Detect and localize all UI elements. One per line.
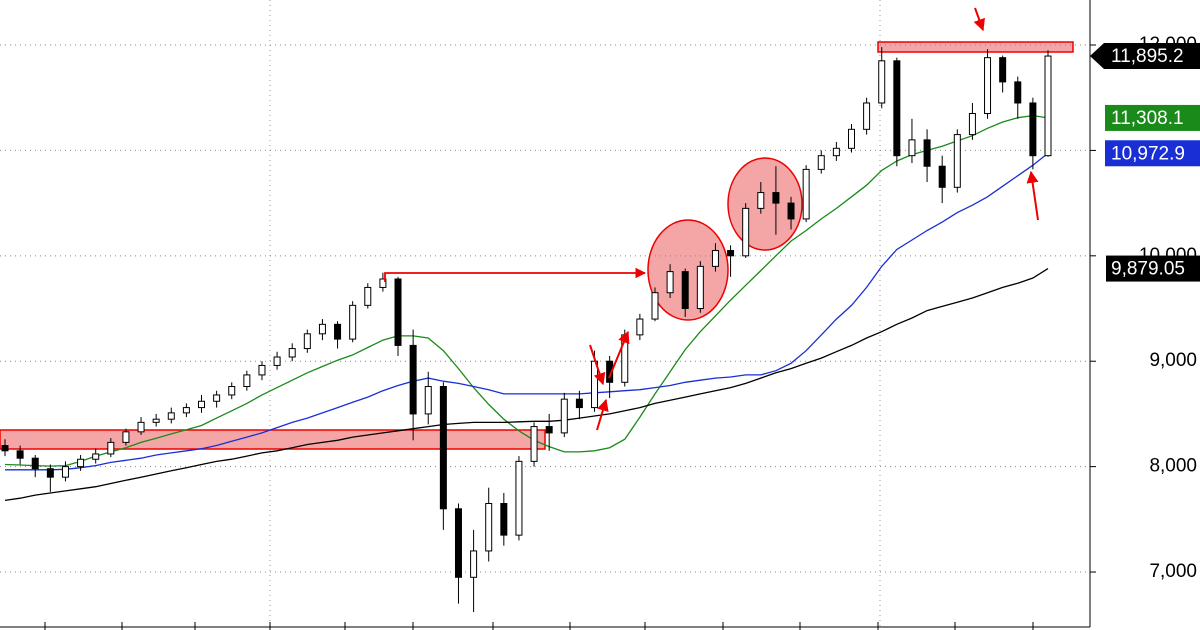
arrow [384,267,647,282]
arrow [608,330,630,379]
annotations-under [0,0,1090,627]
candle-body [832,147,840,157]
price-tag [1105,104,1200,131]
candle-body [16,450,24,459]
price-tag-label: 11,895.2 [1111,46,1184,67]
candle-body [984,57,992,115]
candle-body [500,503,508,536]
candle-body [772,192,780,204]
candle-body [137,421,145,433]
price-tag [1105,140,1200,167]
candle-body [651,292,659,320]
candle-body [1029,102,1037,157]
candle-body [530,426,538,462]
annotations-over [0,0,1091,630]
axis-labels: 7,0008,0009,00010,00011,00012,00011,895.… [1090,34,1200,582]
candle-body [681,271,689,310]
candle-body [560,398,568,434]
candle-body [938,165,946,188]
candle-body [817,155,825,170]
candle-body [288,348,296,358]
moving-average-line [5,152,1049,471]
candle-body [953,134,961,188]
candle-body [228,386,236,396]
candle-body [439,386,447,510]
moving-average-line [4,268,1049,502]
candle-body [334,323,342,340]
candle-body [968,113,976,136]
highlight-circle [647,219,729,321]
candle-body [31,457,39,470]
candle-body [92,453,100,460]
y-tick-label: 9,000 [1149,350,1197,371]
candle-body [122,431,130,443]
candle-body [258,364,266,376]
resistance-zone [877,41,1074,53]
candle-body [908,139,916,157]
candle-body [470,550,478,578]
support-zone [0,429,546,450]
candle-body [77,458,85,468]
candle-body [1,445,9,452]
price-tag [1106,255,1200,282]
candle-body [1044,55,1052,157]
candle-body [394,278,402,346]
candle-body [893,60,901,157]
candle-body [666,271,674,294]
candle-body [303,333,311,350]
candle-body [46,468,54,478]
candle-body [696,265,704,310]
candle-body [727,250,735,257]
candle-body [575,398,583,409]
candle-body [847,128,855,149]
candle-body [61,466,69,478]
price-tag-label: 11,308.1 [1111,108,1184,129]
candle-body [424,386,432,415]
candle-body [454,508,462,578]
candle-body [213,394,221,402]
candle-body [485,503,493,552]
arrow [589,344,606,386]
price-tag [1090,43,1200,70]
arrow [1026,170,1039,221]
x-ticks [44,622,1034,630]
candle-body [863,102,871,130]
y-tick-label: 8,000 [1149,456,1197,477]
price-tag-label: 9,879.05 [1111,259,1185,280]
candle-body [711,250,719,267]
candle-body [152,418,160,423]
candle-body [515,460,523,536]
candle-body [349,304,357,340]
candle-body [591,360,599,409]
candle-body [318,323,326,335]
candle-body [923,139,931,167]
arrow [973,7,985,32]
candle-body [757,192,765,209]
candle-body [107,441,115,455]
candle-body [243,374,251,388]
candle-body [379,278,387,288]
candle-body [167,412,175,420]
candle-body [1014,81,1022,104]
moving-average-line [4,114,1049,467]
candle-body [742,207,750,257]
arrow [596,398,609,431]
candle-body [182,407,190,414]
candle-body [636,318,644,336]
candle-body [999,57,1007,83]
candle-body [878,60,886,104]
candle-body [198,400,206,409]
candle-body [787,202,795,220]
candle-body [409,344,417,415]
price-tag-label: 10,972.9 [1111,143,1185,164]
candle-body [364,286,372,306]
plot [1,47,1052,613]
candle-body [802,168,810,220]
candle-body [545,426,553,434]
candle-body [273,356,281,366]
y-tick-label: 7,000 [1149,561,1197,582]
